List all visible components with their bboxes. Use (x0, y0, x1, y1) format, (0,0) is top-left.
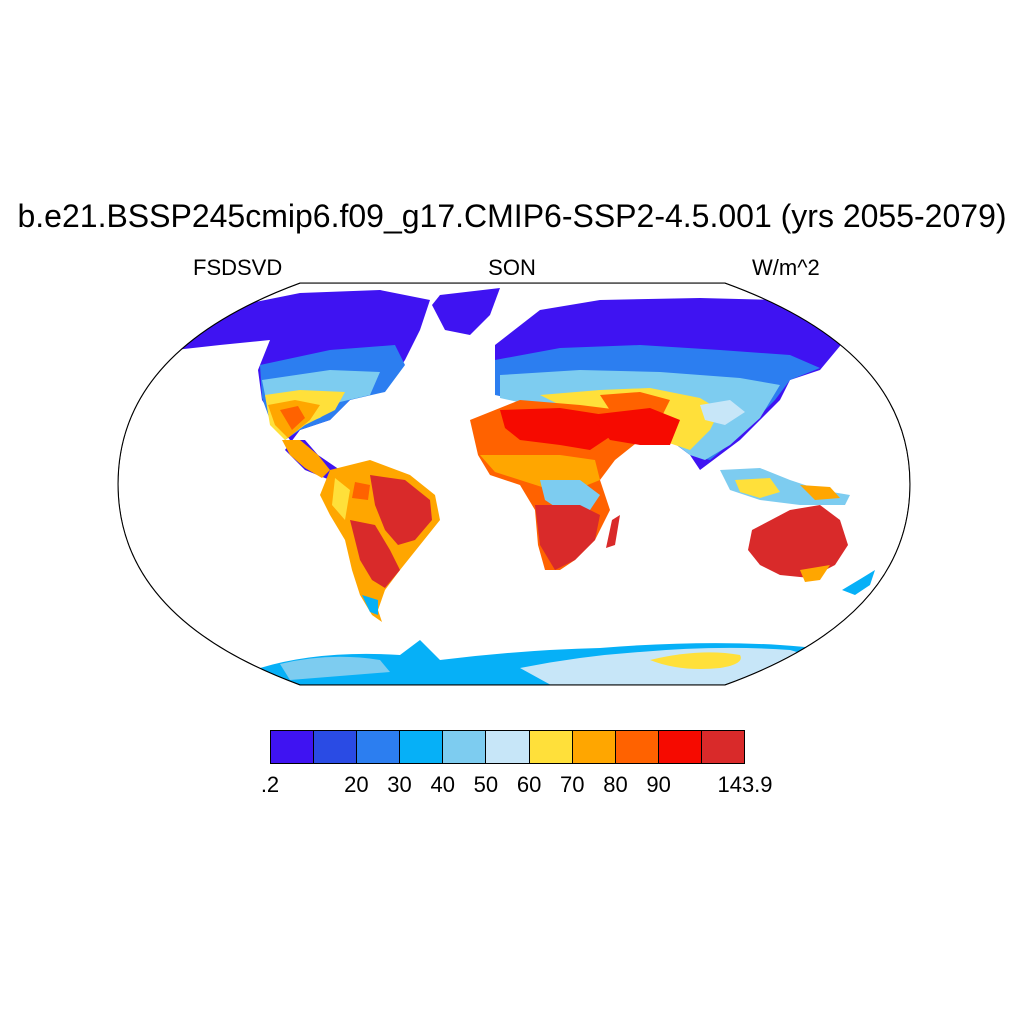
colorbar-swatch (572, 731, 616, 763)
colorbar-tick-label: .2 (260, 772, 280, 797)
colorbar-swatch (701, 731, 745, 763)
season-label: SON (488, 255, 536, 280)
colorbar-swatch (658, 731, 702, 763)
colorbar-tick-label: 30 (387, 772, 412, 797)
north-america (175, 288, 500, 480)
colorbar-swatch (443, 731, 487, 763)
colorbar-tick-label: 50 (473, 772, 499, 797)
colorbar-tick-label: 70 (560, 772, 585, 797)
colorbar-swatch (271, 731, 315, 763)
colorbar-tick-label: 20 (344, 772, 369, 797)
colorbar-swatch (400, 731, 444, 763)
variable-name: FSDSVD (193, 255, 283, 280)
australia (748, 505, 875, 595)
colorbar-tick-label: 143.9 (717, 772, 773, 797)
colorbar-tick-label: 90 (646, 772, 671, 797)
map-border (117, 282, 911, 686)
colorbar-swatch (314, 731, 358, 763)
southeast-asia (720, 468, 850, 505)
colorbar-tick-label: 80 (603, 772, 628, 797)
plot-title: b.e21.BSSP245cmip6.f09_g17.CMIP6-SSP2-4.… (17, 198, 1007, 234)
units-label: W/m^2 (752, 255, 820, 280)
colorbar-tick-label: 40 (430, 772, 455, 797)
south-america (320, 460, 440, 622)
colorbar (270, 730, 745, 764)
colorbar-swatch (615, 731, 659, 763)
colorbar-swatch (357, 731, 401, 763)
colorbar-swatch (529, 731, 573, 763)
africa (470, 400, 680, 570)
colorbar-swatch (486, 731, 530, 763)
colorbar-tick-label: 60 (516, 772, 542, 797)
